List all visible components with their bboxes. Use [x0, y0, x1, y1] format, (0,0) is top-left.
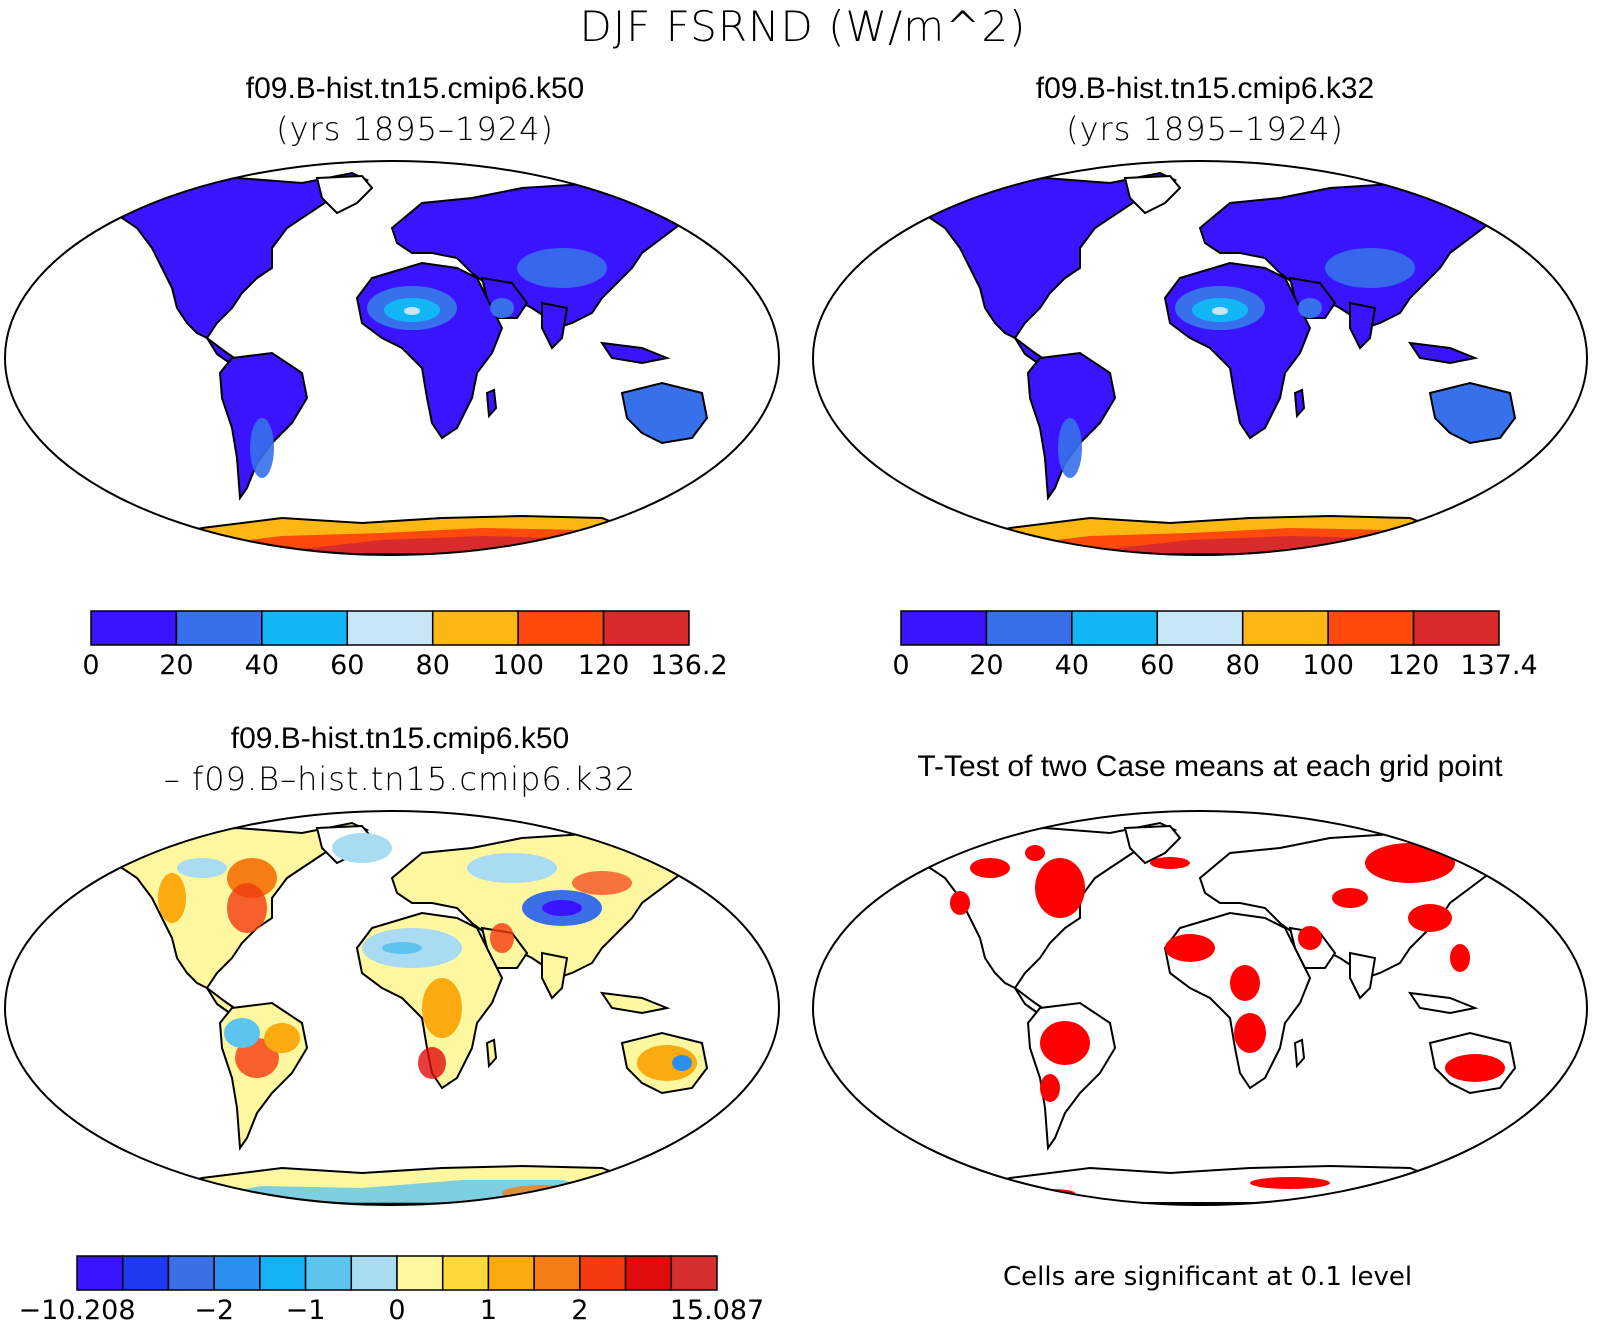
panel-k50-title: f09.B-hist.tn15.cmip6.k50	[245, 72, 585, 105]
colorbar-swatch	[431, 610, 519, 646]
significance-note: Cells are significant at 0.1 level	[1003, 1262, 1413, 1292]
colorbar-swatch	[670, 1255, 718, 1291]
colorbar-swatch	[261, 610, 349, 646]
colorbar-swatch	[533, 1255, 581, 1291]
colorbar-tick-label: −2	[194, 1295, 235, 1326]
colorbar-swatch	[213, 1255, 261, 1291]
colorbar-tick-label: 136.2	[650, 650, 728, 681]
colorbar-swatch	[517, 610, 605, 646]
colorbar-tick-label: 120	[1387, 650, 1440, 681]
map-difference	[4, 810, 780, 1206]
colorbar-swatch	[985, 610, 1073, 646]
colorbar-difference	[76, 1255, 718, 1291]
colorbar-tick-label: 100	[1302, 650, 1354, 681]
colorbar-swatch	[441, 1255, 490, 1291]
colorbar-tick-label: 0	[892, 650, 910, 681]
colorbar-swatch	[1327, 610, 1415, 646]
map-k50	[4, 160, 780, 556]
colorbar-swatch	[579, 1255, 627, 1291]
colorbar-swatch	[396, 1255, 444, 1291]
colorbar-swatch	[1241, 610, 1329, 646]
colorbar-tick-label: 80	[415, 650, 450, 681]
panel-k32-subtitle: (yrs 1895–1924)	[1066, 110, 1344, 148]
colorbar-swatch	[487, 1255, 535, 1291]
colorbar-swatch	[76, 1255, 124, 1291]
panel-k32-title: f09.B-hist.tn15.cmip6.k32	[1035, 72, 1375, 105]
colorbar-tick-label: 60	[1140, 650, 1175, 681]
colorbar-tick-label: 20	[969, 650, 1004, 681]
panel-ttest-title: T-Test of two Case means at each grid po…	[917, 750, 1503, 783]
colorbar-swatch	[602, 610, 690, 646]
panel-k50-subtitle: (yrs 1895–1924)	[276, 110, 554, 148]
panel-diff-subtitle: – f09.B–hist.tn15.cmip6.k32	[163, 760, 637, 798]
colorbar-tick-label: 60	[330, 650, 365, 681]
colorbar-tick-label: −1	[285, 1295, 326, 1326]
colorbar-k32	[900, 610, 1500, 646]
main-title: DJF FSRND (W/m^2)	[579, 2, 1027, 51]
colorbar-swatch	[259, 1255, 307, 1291]
colorbar-swatch	[900, 610, 988, 646]
colorbar-tick-label: 40	[244, 650, 280, 681]
colorbar-swatch	[167, 1255, 215, 1291]
colorbar-swatch	[304, 1255, 353, 1291]
colorbar-tick-label: 20	[159, 650, 194, 681]
colorbar-swatch	[350, 1255, 398, 1291]
map-ttest	[812, 810, 1588, 1206]
colorbar-tick-label: 0	[388, 1295, 406, 1326]
map-k32	[812, 160, 1588, 556]
colorbar-tick-label: −10.208	[18, 1295, 136, 1326]
colorbar-tick-label: 120	[577, 650, 630, 681]
colorbar-swatch	[1412, 610, 1500, 646]
colorbar-tick-label: 100	[492, 650, 544, 681]
colorbar-swatch	[1156, 610, 1244, 646]
colorbar-swatch	[90, 610, 178, 646]
colorbar-tick-label: 0	[82, 650, 100, 681]
colorbar-k50	[90, 610, 690, 646]
colorbar-tick-label: 80	[1225, 650, 1260, 681]
panel-diff-title: f09.B-hist.tn15.cmip6.k50	[230, 722, 570, 755]
colorbar-tick-label: 15.087	[669, 1295, 765, 1326]
colorbar-swatch	[1071, 610, 1159, 646]
colorbar-tick-label: 2	[571, 1295, 589, 1326]
colorbar-tick-label: 40	[1054, 650, 1090, 681]
colorbar-tick-label: 137.4	[1460, 650, 1538, 681]
colorbar-swatch	[121, 1255, 170, 1291]
colorbar-swatch	[175, 610, 263, 646]
colorbar-swatch	[346, 610, 434, 646]
colorbar-tick-label: 1	[479, 1295, 498, 1326]
colorbar-swatch	[624, 1255, 673, 1291]
